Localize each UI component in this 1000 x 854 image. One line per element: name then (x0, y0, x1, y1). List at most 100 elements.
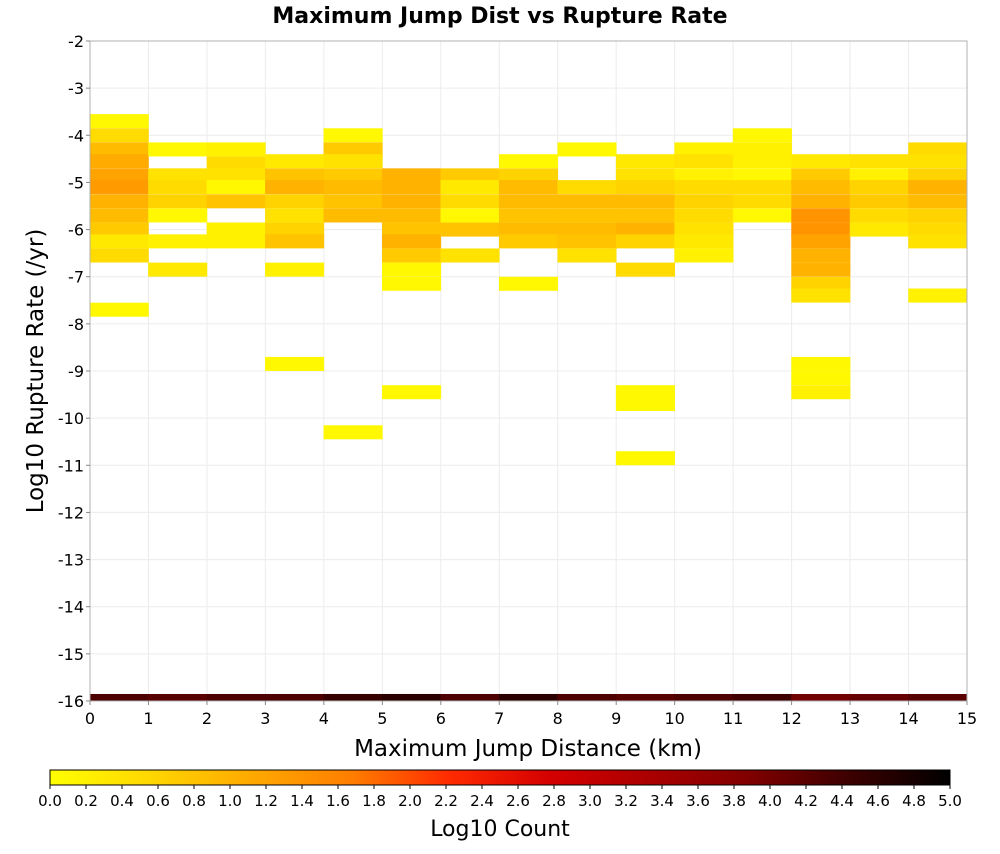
colorbar-tick-label: 3.8 (722, 792, 746, 810)
heatmap-cell (674, 154, 734, 169)
colorbar-tick-label: 0.8 (182, 792, 206, 810)
colorbar-tick-label: 3.6 (686, 792, 710, 810)
y-tick-label: -12 (58, 503, 84, 522)
heatmap-cell (615, 693, 675, 702)
colorbar-tick-label: 4.6 (866, 792, 890, 810)
heatmap-cell (498, 234, 559, 249)
y-tick-label: -2 (68, 32, 84, 51)
x-tick-label: 9 (611, 709, 621, 728)
colorbar-tick-label: 2.4 (470, 792, 494, 810)
chart-title: Maximum Jump Dist vs Rupture Rate (272, 4, 727, 29)
x-tick-label: 14 (898, 709, 918, 728)
heatmap-cell (557, 194, 617, 209)
heatmap-cell (148, 208, 208, 223)
heatmap-cell (498, 208, 559, 223)
heatmap-cell (323, 128, 383, 143)
heatmap-cell (615, 234, 675, 249)
heatmap-cell (557, 222, 617, 237)
heatmap-cell (791, 288, 851, 303)
y-axis-label: Log10 Rupture Rate (/yr) (23, 229, 49, 514)
heatmap-cell (615, 385, 675, 400)
heatmap-cell (674, 168, 734, 183)
colorbar-tick-label: 5.0 (938, 792, 962, 810)
y-tick-label: -3 (68, 79, 84, 98)
heatmap-cell (498, 154, 559, 169)
colorbar-tick-label: 4.4 (830, 792, 854, 810)
heatmap-cell (498, 693, 559, 702)
heatmap-cell (732, 194, 792, 209)
y-axis-ticks: -2 -3 -4 -5 -6 -7 -8 -9 -10 -11 -12 -13 -14 -15 -16 (58, 32, 90, 711)
heatmap-cell (732, 142, 792, 157)
heatmap-cell (908, 234, 968, 249)
heatmap-cell (89, 128, 149, 143)
heatmap-cell (615, 396, 675, 412)
heatmap-cell (557, 180, 617, 195)
colorbar-tick-label: 0.2 (74, 792, 98, 810)
heatmap-cell (323, 693, 383, 702)
heatmap-cell (265, 262, 325, 277)
heatmap-cell (557, 208, 617, 223)
heatmap-cell (557, 234, 617, 249)
y-tick-label: -11 (58, 456, 84, 475)
heatmap-cell (615, 180, 675, 195)
heatmap-cell (615, 154, 675, 169)
heatmap-cell (89, 248, 149, 263)
heatmap-cell (908, 180, 968, 195)
heatmap-cell (440, 180, 500, 195)
heatmap-cell (89, 142, 149, 157)
heatmap-cell (206, 180, 266, 195)
colorbar-tick-label: 0.6 (146, 792, 170, 810)
y-tick-label: -4 (68, 126, 84, 145)
heatmap-cell (265, 154, 325, 169)
x-tick-label: 1 (143, 709, 153, 728)
heatmap-cell (206, 222, 266, 237)
heatmap-cell (791, 168, 851, 183)
heatmap-cell (732, 208, 792, 223)
heatmap-cell (674, 142, 734, 157)
colorbar-tick-label: 1.6 (326, 792, 350, 810)
heatmap-cell (791, 180, 851, 195)
heatmap-cell (206, 194, 266, 209)
heatmap-cell (265, 194, 325, 209)
y-tick-label: -8 (68, 315, 84, 334)
heatmap-cell (498, 194, 559, 209)
heatmap-cell (148, 142, 208, 157)
colorbar-tick-label: 2.6 (506, 792, 530, 810)
heatmap-cell (323, 208, 383, 223)
heatmap-cell (732, 128, 792, 143)
colorbar-tick-label: 0.0 (38, 792, 62, 810)
y-tick-label: -13 (58, 551, 84, 570)
heatmap-cell (89, 302, 149, 317)
colorbar-tick-label: 1.0 (218, 792, 242, 810)
heatmap-cell (148, 693, 208, 702)
x-tick-label: 2 (202, 709, 212, 728)
heatmap-cell (265, 208, 325, 223)
heatmap-cell (791, 234, 851, 249)
heatmap-cell (382, 180, 442, 195)
heatmap-cell (674, 222, 734, 237)
heatmap-cell (908, 142, 968, 157)
heatmap-cell (382, 194, 442, 209)
heatmap-cell (382, 276, 442, 291)
heatmap-cell (206, 142, 266, 157)
heatmap-cell (674, 248, 734, 263)
heatmap-cell (89, 222, 149, 237)
heatmap-cell (89, 154, 149, 169)
x-tick-label: 11 (723, 709, 743, 728)
heatmap-cell (89, 114, 149, 129)
heatmap-cell (791, 194, 851, 209)
heatmap-cell (323, 194, 383, 209)
heatmap-cell (615, 262, 675, 277)
heatmap-cell (674, 194, 734, 209)
heatmap-cell (791, 385, 851, 400)
heatmap-cell (323, 425, 383, 440)
heatmap-cell (498, 222, 559, 237)
colorbar-tick-label: 2.2 (434, 792, 458, 810)
colorbar-tick-label: 4.2 (794, 792, 818, 810)
heatmap-cell (557, 693, 617, 702)
heatmap-cell (791, 276, 851, 291)
heatmap-cell (908, 222, 968, 237)
heatmap-cell (908, 154, 968, 169)
heatmap-cell (440, 222, 500, 237)
